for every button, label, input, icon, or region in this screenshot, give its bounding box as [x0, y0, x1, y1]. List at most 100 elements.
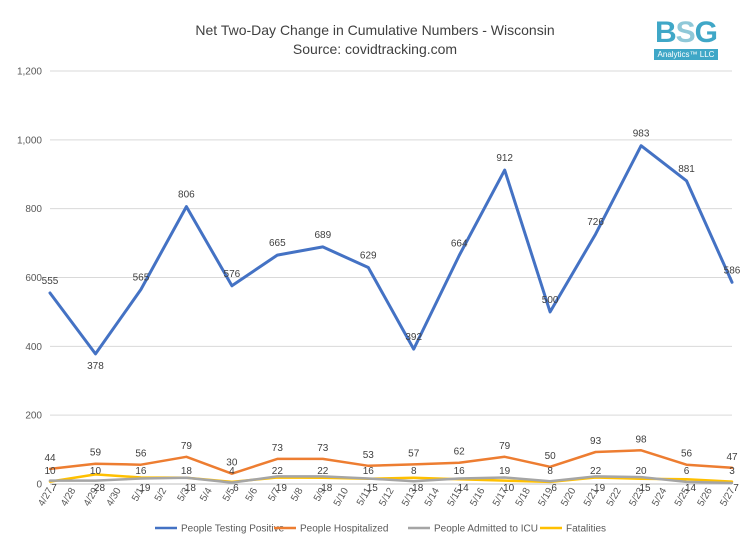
data-label: 14 [458, 483, 470, 494]
data-label: 53 [363, 450, 375, 461]
data-label: 47 [726, 452, 738, 463]
data-label: 726 [587, 217, 604, 228]
legend-label: Fatalities [566, 524, 606, 535]
data-label: 79 [181, 441, 193, 452]
data-label: 10 [90, 466, 102, 477]
x-tick-label: 5/22 [605, 486, 624, 509]
logo-letter: G [694, 16, 718, 49]
logo-letter: B [654, 16, 677, 49]
data-label: 73 [317, 443, 329, 454]
series-line [48, 144, 734, 356]
data-label: 665 [269, 238, 286, 249]
data-label: 59 [90, 448, 102, 459]
data-label: 16 [454, 466, 466, 477]
chart-title: Net Two-Day Change in Cumulative Numbers… [195, 22, 555, 38]
data-label: 56 [135, 449, 147, 460]
x-tick-label: 5/16 [468, 486, 487, 509]
data-label: 19 [594, 483, 606, 494]
data-label: 98 [636, 434, 648, 445]
data-label: 7 [51, 483, 57, 494]
data-label: 15 [640, 483, 652, 494]
data-label: 18 [185, 483, 197, 494]
data-label: 565 [133, 273, 150, 284]
logo-letters: BSG [654, 18, 718, 48]
data-label: 4 [229, 466, 235, 477]
data-label: 57 [408, 448, 420, 459]
data-label: 18 [181, 466, 193, 477]
x-tick-label: 5/2 [153, 486, 170, 504]
x-tick-label: 5/18 [514, 486, 533, 509]
y-tick-label: 200 [25, 411, 42, 422]
x-tick-label: 5/12 [377, 486, 396, 509]
x-tick-label: 4/30 [105, 486, 124, 509]
y-tick-label: 1,200 [17, 67, 42, 78]
x-tick-label: 5/24 [650, 486, 669, 509]
data-label: 500 [542, 295, 559, 306]
data-label: 28 [94, 483, 106, 494]
data-label: 18 [321, 483, 333, 494]
series-line [48, 475, 734, 485]
x-tick-label: 5/8 [289, 486, 306, 504]
data-label: 22 [590, 466, 602, 477]
data-label: 16 [135, 466, 147, 477]
data-label: 664 [451, 238, 468, 249]
y-tick-label: 600 [25, 273, 42, 284]
x-tick-label: 5/14 [423, 486, 442, 509]
data-label: 912 [496, 153, 513, 164]
data-label: 983 [633, 129, 650, 140]
series-line [48, 449, 734, 475]
data-label: 56 [681, 449, 693, 460]
data-label: 22 [317, 466, 329, 477]
y-tick-label: 0 [36, 480, 42, 491]
data-label: 19 [139, 483, 151, 494]
data-label: 79 [499, 441, 511, 452]
logo-letter: S [675, 16, 696, 49]
company-logo: BSG Analytics™ LLC [654, 18, 718, 60]
y-tick-label: 1,000 [17, 135, 42, 146]
data-label: 881 [678, 164, 695, 175]
chart-subtitle: Source: covidtracking.com [292, 41, 458, 57]
data-label: 16 [363, 466, 375, 477]
legend-label: People Admitted to ICU [434, 524, 538, 535]
y-tick-label: 400 [25, 342, 42, 353]
data-label: 44 [44, 453, 56, 464]
data-label: 6 [684, 466, 690, 477]
data-label: 8 [411, 466, 417, 477]
data-label: 10 [503, 483, 515, 494]
data-label: 7 [733, 483, 739, 494]
data-label: 19 [276, 483, 288, 494]
data-label: 19 [499, 466, 511, 477]
x-tick-label: 5/26 [696, 486, 715, 509]
x-tick-label: 5/4 [198, 486, 215, 504]
x-tick-label: 4/28 [59, 486, 78, 509]
x-tick-label: 5/6 [244, 486, 261, 504]
data-label: 806 [178, 190, 195, 201]
data-label: 30 [226, 458, 238, 469]
data-label: 629 [360, 251, 377, 262]
x-tick-label: 5/10 [332, 486, 351, 509]
data-label: 8 [547, 466, 553, 477]
data-label: 50 [545, 451, 557, 462]
logo-subtext: Analytics™ LLC [654, 49, 718, 60]
data-label: 15 [367, 483, 379, 494]
y-tick-label: 800 [25, 204, 42, 215]
data-label: 20 [636, 466, 648, 477]
data-label: 689 [314, 230, 331, 241]
data-label: 6 [233, 483, 239, 494]
data-label: 73 [272, 443, 284, 454]
data-label: 14 [685, 483, 697, 494]
data-label: 392 [405, 332, 422, 343]
data-label: 6 [551, 483, 557, 494]
data-label: 10 [44, 466, 56, 477]
data-label: 555 [42, 276, 59, 287]
data-label: 586 [724, 265, 741, 276]
legend-label: People Hospitalized [300, 524, 388, 535]
data-label: 378 [87, 361, 104, 372]
data-label: 3 [729, 466, 735, 477]
data-label: 18 [412, 483, 424, 494]
data-label: 62 [454, 447, 466, 458]
data-label: 576 [224, 269, 241, 280]
x-tick-label: 5/20 [559, 486, 578, 509]
